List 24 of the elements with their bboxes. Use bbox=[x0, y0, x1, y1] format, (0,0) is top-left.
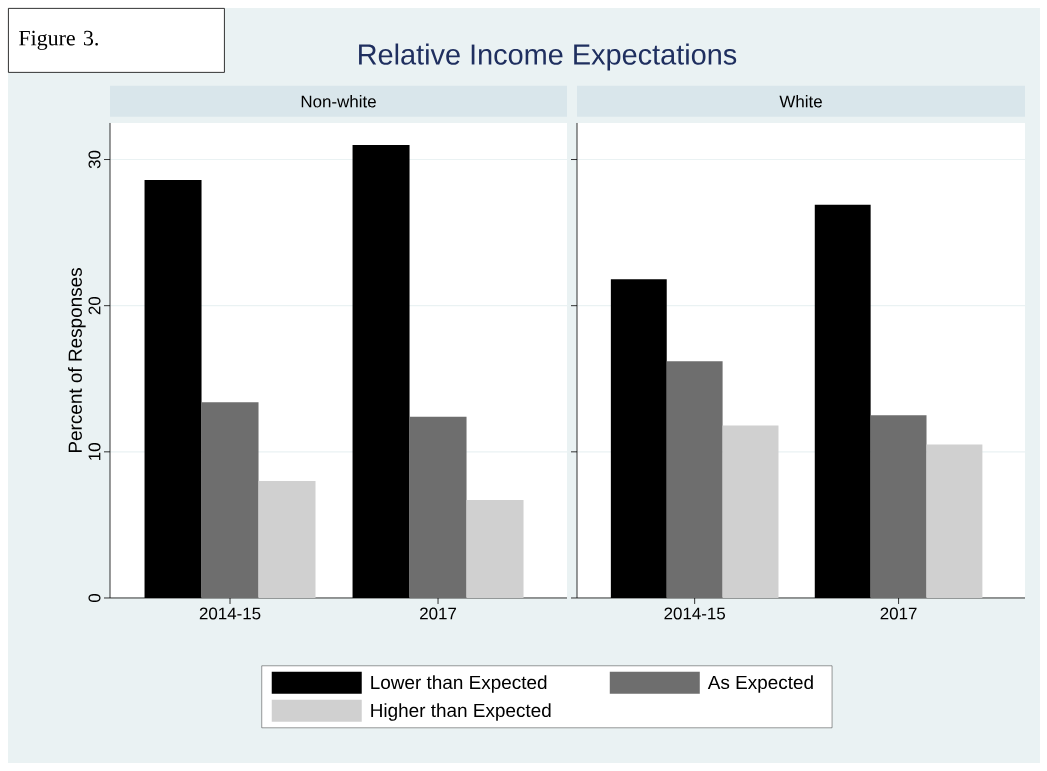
chart-subtitle: White bbox=[779, 95, 822, 108]
legend-label: Higher than Expected bbox=[371, 703, 551, 721]
x-tick-label: 2014-15 bbox=[199, 607, 261, 620]
bar bbox=[926, 444, 983, 598]
y-axis-title: Percent of Responses bbox=[68, 268, 86, 453]
y-tick-label: 0 bbox=[88, 593, 101, 603]
chart-subtitle: Non-white bbox=[301, 95, 376, 108]
bar bbox=[722, 425, 779, 598]
y-tick-label: 30 bbox=[88, 150, 101, 169]
bar bbox=[409, 416, 467, 598]
chart-title: Relative Income Expectations bbox=[359, 43, 737, 71]
y-tick-label: 10 bbox=[88, 443, 101, 460]
x-tick-label: 2014-15 bbox=[664, 607, 726, 620]
x-tick-label: 2017 bbox=[880, 607, 917, 620]
bar bbox=[466, 500, 524, 598]
y-tick-label: 20 bbox=[88, 296, 101, 315]
bar bbox=[870, 415, 927, 598]
bar bbox=[201, 402, 259, 598]
bar bbox=[666, 361, 723, 598]
bar bbox=[258, 481, 316, 598]
x-tick-label: 2017 bbox=[420, 607, 457, 620]
legend-label: As Expected bbox=[707, 675, 813, 693]
caption: Figure 3. bbox=[19, 30, 98, 51]
legend-label: Lower than Expected bbox=[371, 675, 547, 693]
